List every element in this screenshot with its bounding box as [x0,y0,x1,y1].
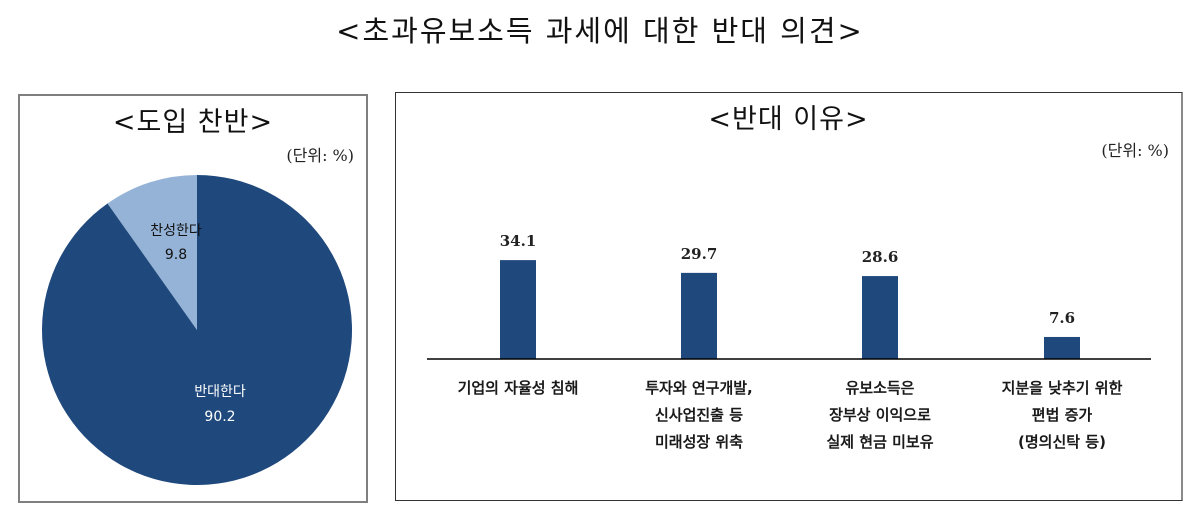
bar [500,260,536,359]
bar-unit-label: (단위: %) [1101,141,1169,160]
pie-chart: 찬성한다 9.8 반대한다 90.2 [42,175,353,485]
main-title: <초과유보소득 과세에 대한 반대 의견> [336,14,864,48]
pie-label-favor-value: 9.8 [165,247,187,263]
bar [1044,336,1080,359]
bar-chart-title: <반대 이유> [708,104,869,135]
pie-label-oppose-name: 반대한다 [194,384,246,400]
bar-category-label: 기업의 자율성 침해 [428,375,608,402]
bar-category-label-line: 장부상 이익으로 [829,406,931,424]
bar-chart: 34.1 29.7 28.6 7.6 [427,232,1151,360]
pie-chart-panel: <도입 찬반> (단위: %) 찬성한다 9.8 반대한다 90.2 [18,94,368,503]
bar-category-label-line: 실제 현금 미보유 [826,433,934,451]
pie-slice-oppose [42,175,353,485]
pie-slice-favor [107,175,197,330]
bar-category-label-line: 기업의 자율성 침해 [457,379,579,397]
bar-category-label-line: (명의신탁 등) [1018,433,1106,451]
bar-category-label-line: 편법 증가 [1031,406,1093,424]
bar-category-label-line: 투자와 연구개발, [645,379,753,397]
bar-value-label: 7.6 [1049,309,1075,327]
bar-value-label: 29.7 [681,245,718,263]
bar-chart-panel: <반대 이유> (단위: %) 34.1 29.7 28.6 7.6 기업의 자율성 … [395,92,1183,501]
bar-value-label: 34.1 [500,232,537,250]
bar-category-label-line: 지분을 낮추기 위한 [1001,379,1123,397]
bar-category-label-line: 유보소득은 [845,379,915,397]
bar [862,276,898,359]
pie-label-oppose-value: 90.2 [204,409,235,425]
bar-category-label-line: 미래성장 위축 [654,433,744,451]
bar-category-label-line: 신사업진출 등 [654,406,744,424]
pie-chart-title: <도입 찬반> [112,107,274,138]
pie-unit-label: (단위: %) [286,146,354,165]
bar [681,272,717,359]
bar-value-label: 28.6 [862,248,899,266]
pie-label-favor-name: 찬성한다 [150,223,202,239]
